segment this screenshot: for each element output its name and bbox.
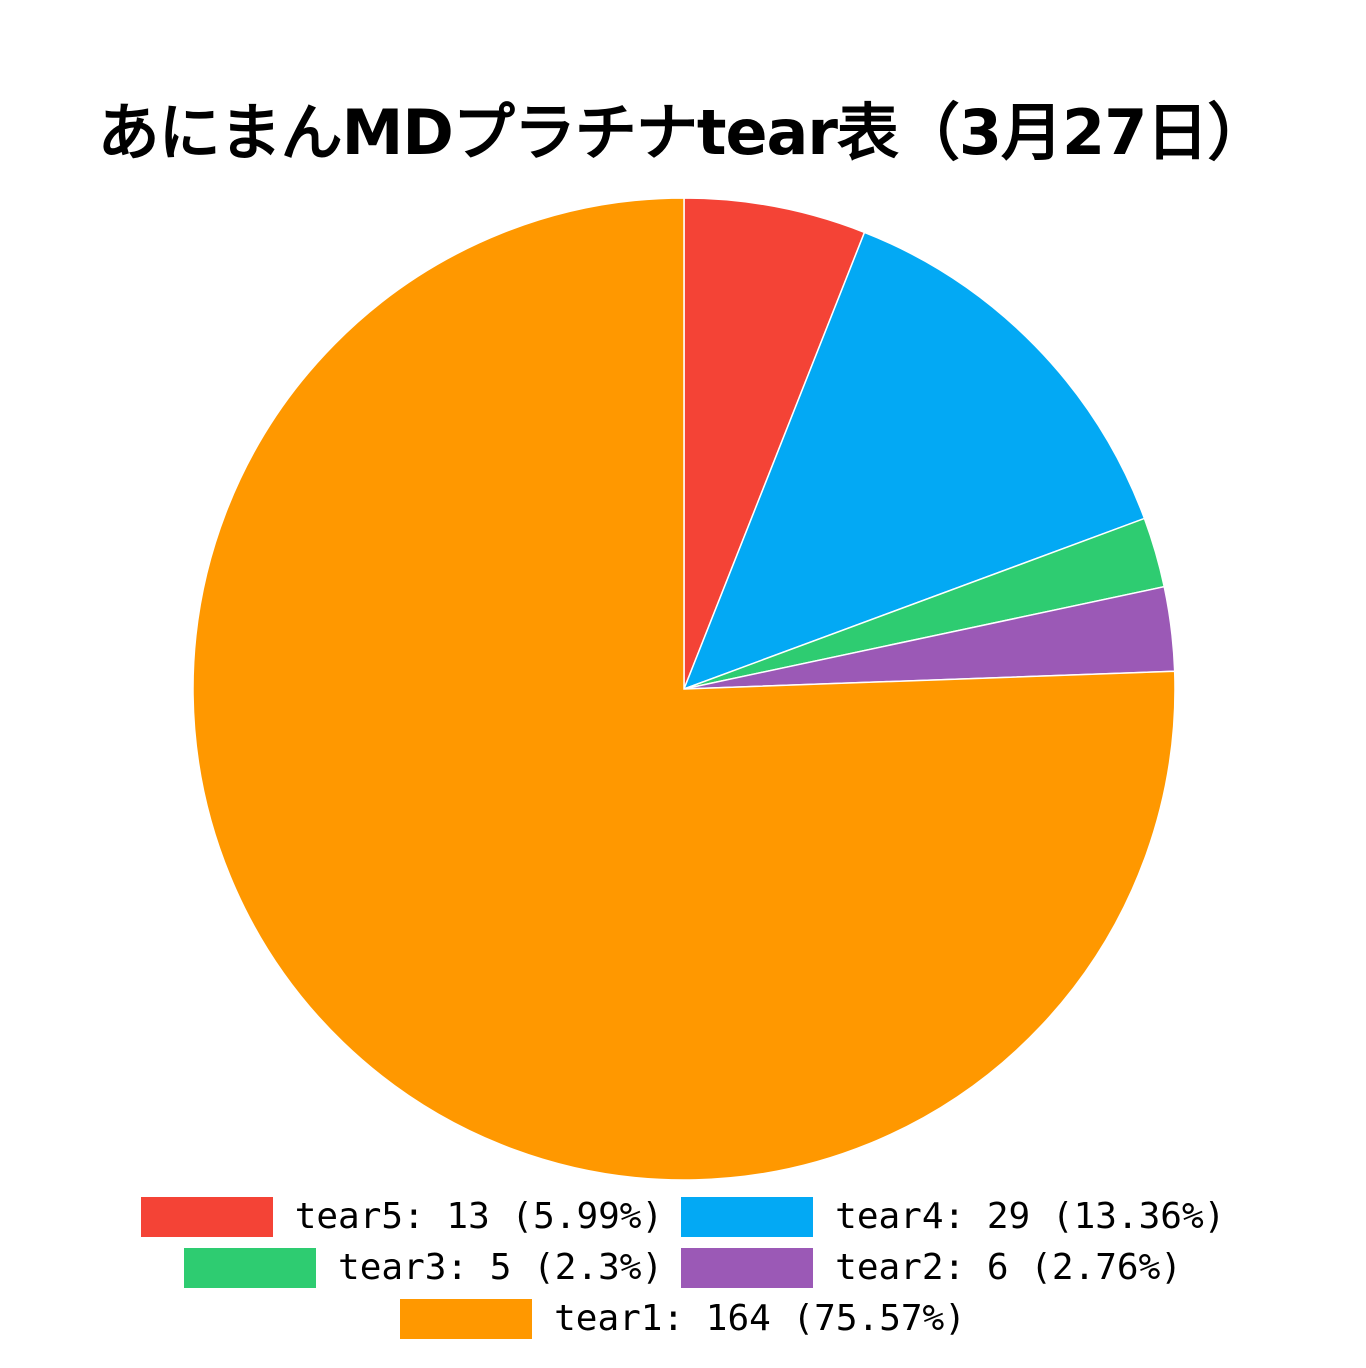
pie-slice-tear4 bbox=[682, 231, 1146, 691]
legend-swatch-tear5 bbox=[140, 1196, 273, 1237]
legend-label-tear5: tear5: 13 (5.99%) bbox=[294, 1196, 664, 1237]
legend-item-tear3: tear3: 5 (2.3%) bbox=[184, 1247, 663, 1288]
legend-label-tear1: tear1: 164 (75.57%) bbox=[554, 1298, 966, 1339]
legend-item-tear5: tear5: 13 (5.99%) bbox=[140, 1196, 664, 1237]
pie-slices bbox=[192, 197, 1176, 1181]
legend-label-tear2: tear2: 6 (2.76%) bbox=[835, 1247, 1182, 1288]
legend-row-1: tear5: 13 (5.99%) tear4: 29 (13.36%) bbox=[0, 1196, 1366, 1237]
chart-title: あにまんMDプラチナtear表（3月27日） bbox=[97, 96, 1270, 169]
legend-row-3: tear1: 164 (75.57%) bbox=[0, 1298, 1366, 1339]
legend-label-tear3: tear3: 5 (2.3%) bbox=[338, 1247, 664, 1288]
legend-swatch-tear2 bbox=[681, 1247, 814, 1288]
pie-chart bbox=[192, 197, 1176, 1181]
legend-label-tear4: tear4: 29 (13.36%) bbox=[835, 1196, 1226, 1237]
legend-row-2: tear3: 5 (2.3%) tear2: 6 (2.76%) bbox=[0, 1247, 1366, 1288]
legend-item-tear4: tear4: 29 (13.36%) bbox=[681, 1196, 1225, 1237]
legend-swatch-tear4 bbox=[681, 1196, 814, 1237]
pie-slice-tear1 bbox=[192, 197, 1176, 1181]
legend-item-tear1: tear1: 164 (75.57%) bbox=[400, 1298, 966, 1339]
pie-slice-tear5 bbox=[683, 197, 866, 690]
legend-swatch-tear3 bbox=[184, 1247, 317, 1288]
legend-swatch-tear1 bbox=[400, 1298, 533, 1339]
legend-item-tear2: tear2: 6 (2.76%) bbox=[681, 1247, 1182, 1288]
